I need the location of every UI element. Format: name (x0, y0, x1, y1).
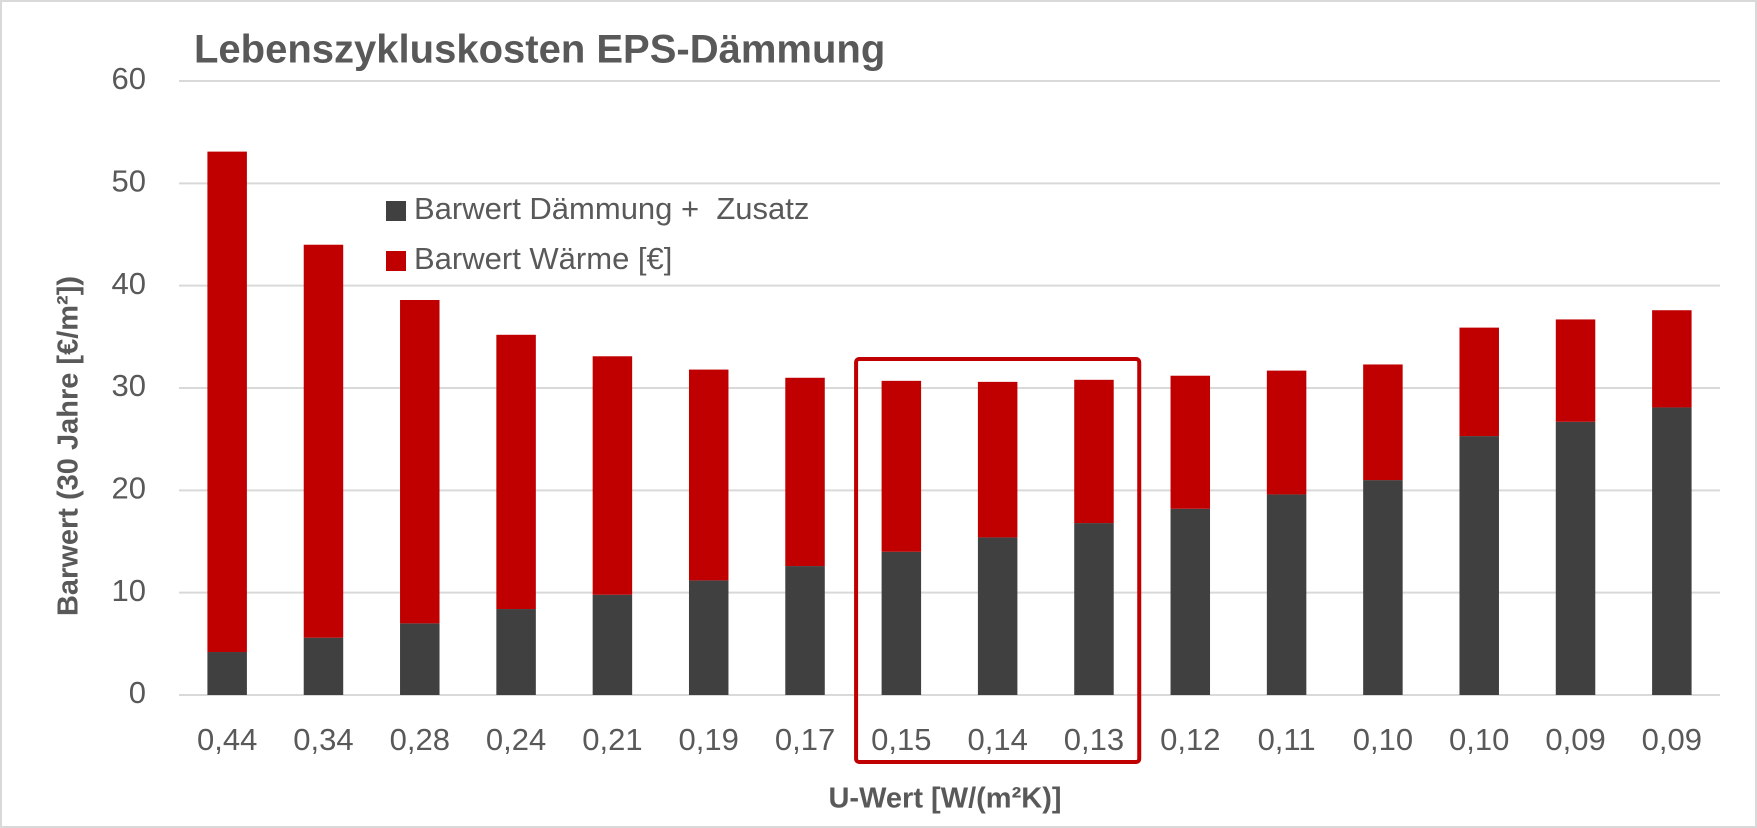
y-tick-label: 0 (129, 675, 146, 710)
x-axis-title: U-Wert [W/(m²K)] (828, 783, 1061, 815)
bar-segment (496, 334, 536, 610)
bar-segment (592, 356, 633, 595)
y-tick-label: 50 (112, 164, 146, 199)
bar-segment (785, 377, 825, 567)
bar-segment (1363, 364, 1403, 481)
bar-segment (1459, 327, 1499, 437)
x-tick-label: 0,09 (1642, 722, 1702, 757)
x-tick-label: 0,13 (1064, 722, 1124, 757)
bar-segment (688, 369, 729, 581)
y-tick-label: 30 (112, 368, 146, 403)
bar-segment (785, 566, 825, 695)
x-tick-label: 0,28 (390, 722, 450, 757)
bar-segment (977, 537, 1018, 695)
x-tick-label: 0,17 (775, 722, 835, 757)
x-tick-label: 0,09 (1545, 722, 1605, 757)
bar-segment (977, 381, 1018, 538)
bar-segment (1170, 508, 1211, 695)
y-tick-label: 40 (112, 266, 146, 301)
y-tick-label: 60 (112, 61, 146, 96)
bar-segment (400, 623, 440, 695)
bar-segment (400, 299, 440, 624)
bar-segment (1555, 421, 1596, 695)
bar-segment (496, 609, 536, 695)
x-tick-label: 0,14 (967, 722, 1027, 757)
highlight-box (854, 357, 1142, 764)
bar-segment (592, 594, 633, 695)
chart-title: Lebenszykluskosten EPS-Dämmung (194, 28, 885, 72)
y-tick-label: 20 (112, 471, 146, 506)
legend-label: Barwert Wärme [€] (414, 241, 672, 276)
bar-segment (1170, 375, 1211, 509)
x-tick-label: 0,10 (1449, 722, 1509, 757)
x-tick-label: 0,19 (679, 722, 739, 757)
legend-swatch (386, 251, 406, 271)
x-tick-label: 0,34 (293, 722, 353, 757)
bar-segment (1074, 523, 1114, 695)
bar-segment (207, 151, 247, 653)
bar-segment (881, 380, 922, 552)
bar-segment (303, 244, 344, 638)
x-tick-label: 0,24 (486, 722, 546, 757)
bar-segment (1555, 319, 1596, 422)
legend-label: Barwert Dämmung + Zusatz (414, 191, 809, 226)
bar-segment (303, 637, 344, 695)
y-axis-title: Barwert (30 Jahre [€/m²]) (53, 276, 85, 616)
bar-segment (1652, 310, 1692, 408)
x-tick-label: 0,44 (197, 722, 257, 757)
bar-segment (1363, 480, 1403, 695)
bar-segment (1652, 407, 1692, 695)
bar-segment (1266, 370, 1307, 495)
bar-segment (207, 652, 247, 695)
x-tick-label: 0,15 (871, 722, 931, 757)
bar-segment (688, 580, 729, 695)
y-tick-label: 10 (112, 573, 146, 608)
legend-swatch (386, 201, 406, 221)
bar-segment (881, 551, 922, 695)
x-tick-label: 0,11 (1258, 722, 1316, 757)
x-tick-label: 0,12 (1160, 722, 1220, 757)
x-tick-label: 0,21 (582, 722, 642, 757)
x-tick-label: 0,10 (1353, 722, 1413, 757)
bar-segment (1074, 379, 1114, 524)
bar-segment (1266, 494, 1307, 695)
bar-segment (1459, 436, 1499, 695)
